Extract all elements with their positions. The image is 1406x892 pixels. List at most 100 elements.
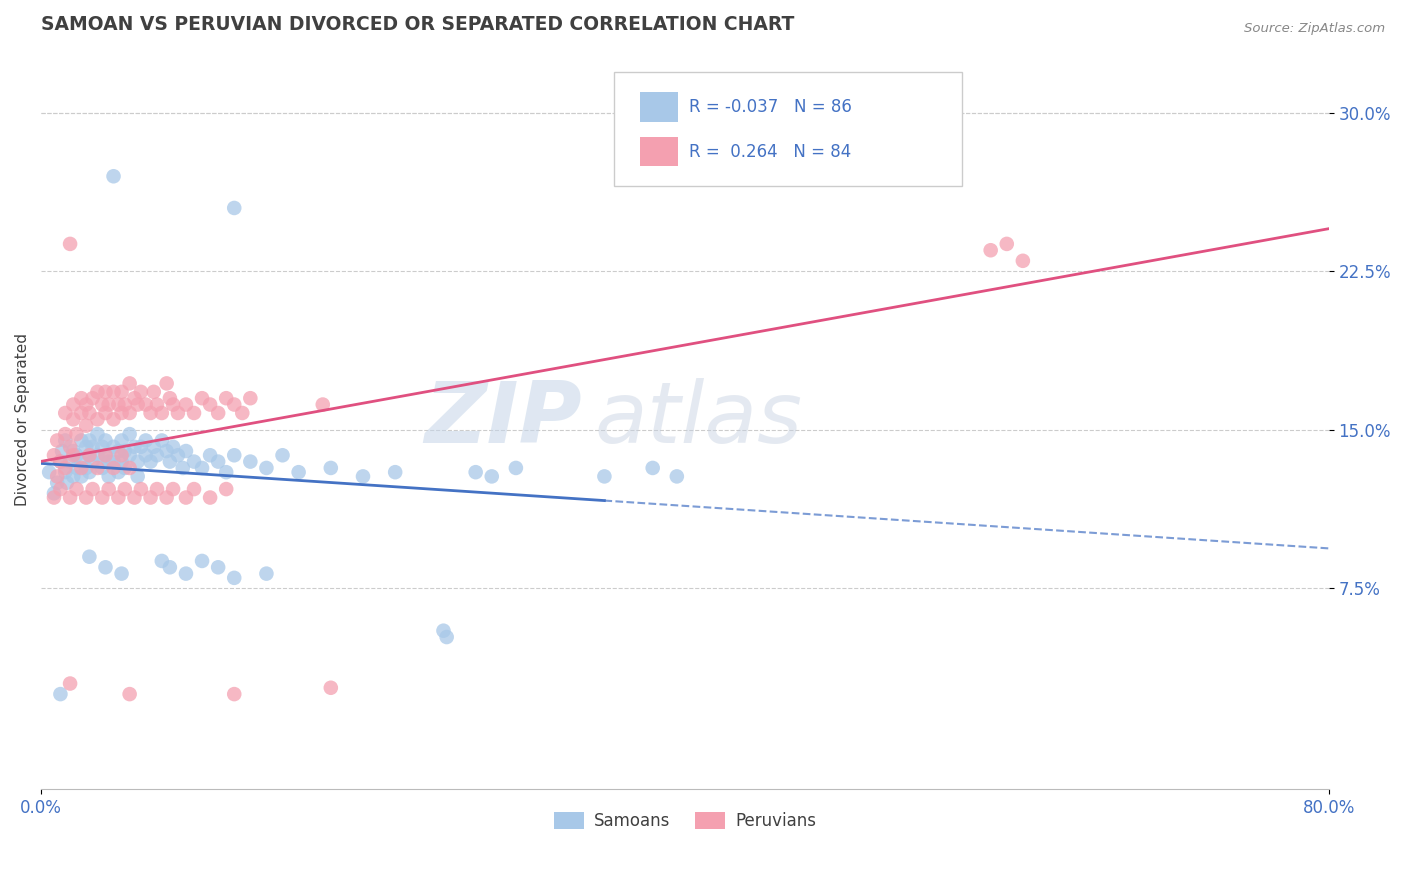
Point (156, 491, 179, 505)
Text: R =  0.264   N = 84: R = 0.264 N = 84 (689, 143, 851, 161)
Point (62, 398, 84, 412)
Point (103, 384, 125, 399)
Point (135, 434, 157, 448)
Point (103, 454, 125, 468)
Point (86, 461, 108, 475)
Point (62, 469, 84, 483)
Point (432, 624, 454, 638)
Point (124, 391, 146, 405)
Y-axis label: Divorced or Separated: Divorced or Separated (15, 333, 30, 506)
Point (49, 482, 72, 496)
Point (207, 560, 229, 574)
Point (352, 469, 374, 483)
Point (129, 482, 152, 496)
Point (103, 169, 125, 184)
Point (114, 398, 136, 412)
Point (86, 384, 108, 399)
Point (312, 398, 335, 412)
Point (56, 475, 79, 490)
Point (82, 440, 104, 454)
Point (107, 491, 129, 505)
Point (464, 465, 486, 479)
Point (38, 465, 60, 479)
Point (114, 482, 136, 496)
Point (215, 465, 238, 479)
Point (49, 454, 72, 468)
Point (59, 454, 82, 468)
Point (191, 461, 214, 475)
Point (224, 448, 246, 462)
Point (162, 440, 184, 454)
Point (319, 681, 342, 695)
Legend: Samoans, Peruvians: Samoans, Peruvians (547, 805, 823, 837)
Point (53, 406, 76, 420)
Point (110, 434, 132, 448)
Point (86, 448, 108, 462)
Point (94, 448, 117, 462)
Point (94, 406, 117, 420)
Point (198, 491, 221, 505)
Point (46, 475, 69, 490)
Point (224, 398, 246, 412)
Point (1011, 253, 1033, 268)
Point (70, 434, 93, 448)
Point (65, 461, 87, 475)
Point (51, 444, 73, 458)
Text: ZIP: ZIP (425, 378, 582, 461)
Point (191, 554, 214, 568)
Point (665, 469, 688, 483)
Point (82, 391, 104, 405)
Point (75, 418, 97, 433)
Point (53, 461, 76, 475)
Point (79, 434, 101, 448)
Point (159, 454, 181, 468)
Point (239, 391, 262, 405)
Point (142, 384, 165, 399)
Point (481, 469, 503, 483)
Point (94, 434, 117, 448)
Point (174, 491, 197, 505)
Point (135, 398, 157, 412)
Point (127, 454, 149, 468)
Point (198, 398, 221, 412)
Point (65, 482, 87, 496)
Point (146, 448, 169, 462)
Point (174, 398, 197, 412)
Point (215, 482, 238, 496)
Point (53, 434, 76, 448)
Point (995, 236, 1018, 251)
Point (110, 454, 132, 468)
Point (97, 454, 120, 468)
Point (91, 398, 114, 412)
Point (146, 398, 169, 412)
Point (183, 454, 205, 468)
Point (42, 486, 65, 500)
Text: R = -0.037   N = 86: R = -0.037 N = 86 (689, 98, 852, 116)
Point (207, 406, 229, 420)
Point (150, 554, 173, 568)
Point (49, 454, 72, 468)
Point (94, 448, 117, 462)
Point (79, 549, 101, 564)
Point (118, 406, 141, 420)
Point (110, 448, 132, 462)
Point (42, 491, 65, 505)
Point (75, 461, 97, 475)
Point (79, 465, 101, 479)
Point (505, 461, 527, 475)
Point (107, 398, 129, 412)
Point (97, 398, 120, 412)
Point (172, 461, 194, 475)
Point (127, 398, 149, 412)
Point (118, 427, 141, 442)
Point (146, 482, 169, 496)
Point (70, 406, 93, 420)
Point (42, 448, 65, 462)
Point (107, 465, 129, 479)
Point (150, 406, 173, 420)
Point (103, 461, 125, 475)
Point (59, 676, 82, 690)
Point (70, 469, 93, 483)
Point (287, 465, 309, 479)
Point (167, 406, 190, 420)
